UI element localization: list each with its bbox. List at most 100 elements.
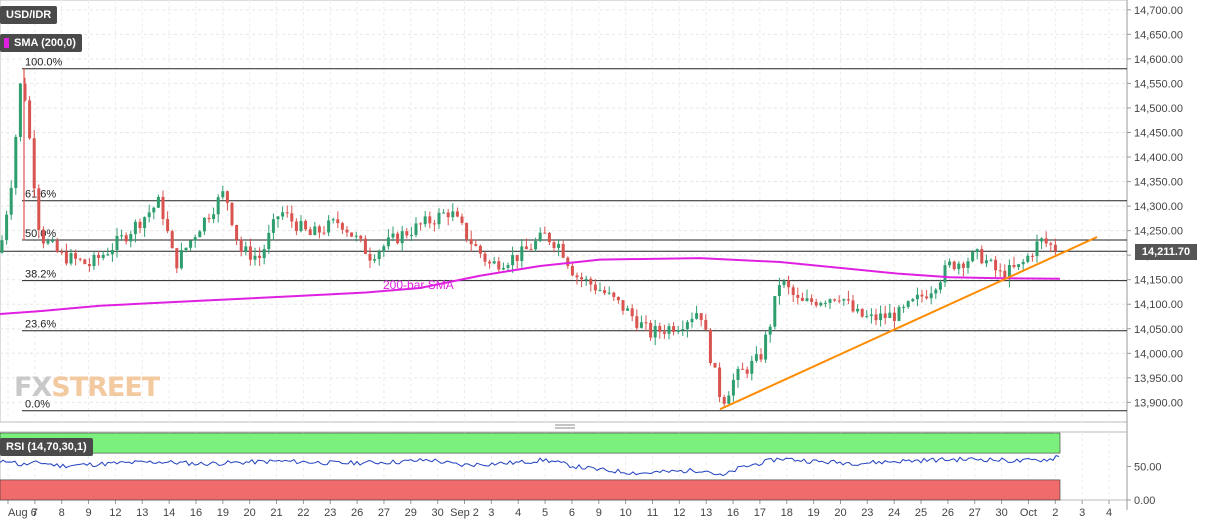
candle-body bbox=[511, 255, 515, 266]
candle-body bbox=[524, 246, 528, 250]
candle-body bbox=[488, 261, 492, 264]
candle-body bbox=[1003, 270, 1007, 279]
candle-body bbox=[681, 329, 685, 331]
candle-body bbox=[658, 325, 662, 332]
candle-body bbox=[18, 83, 22, 137]
candle-body bbox=[133, 221, 137, 235]
rsi-line bbox=[0, 455, 1060, 477]
candle-body bbox=[1030, 255, 1034, 257]
candle-body bbox=[189, 240, 193, 248]
x-tick-label: 25 bbox=[915, 507, 927, 519]
rsi-overbought-zone bbox=[0, 432, 1061, 454]
y-tick-label: 14,700.00 bbox=[1134, 5, 1183, 17]
candle-body bbox=[566, 257, 570, 266]
sma-indicator-text: SMA (200,0) bbox=[14, 37, 76, 49]
candle-body bbox=[405, 231, 409, 236]
candle-body bbox=[943, 265, 947, 283]
candle-body bbox=[639, 322, 643, 328]
candle-body bbox=[957, 263, 961, 270]
candle-body bbox=[603, 290, 607, 294]
candle-body bbox=[276, 216, 280, 220]
x-tick-label: 5 bbox=[542, 507, 548, 519]
x-tick-label: 10 bbox=[620, 507, 632, 519]
candle-body bbox=[626, 308, 630, 311]
last-price-marker: 14,211.70 bbox=[1135, 244, 1197, 260]
x-tick-label: 26 bbox=[351, 507, 363, 519]
candle-body bbox=[138, 221, 142, 229]
candle-body bbox=[465, 222, 469, 240]
candle-body bbox=[308, 229, 312, 236]
candle-body bbox=[0, 240, 4, 253]
candle-body bbox=[129, 234, 133, 242]
candle-body bbox=[55, 240, 59, 252]
y-tick-label: 14,250.00 bbox=[1134, 226, 1183, 238]
candle-body bbox=[842, 299, 846, 301]
fibonacci-level-label: 61.6% bbox=[25, 189, 56, 201]
candle-body bbox=[906, 301, 910, 307]
x-tick-label: Sep 2 bbox=[450, 507, 479, 519]
candle-body bbox=[593, 284, 597, 291]
candle-body bbox=[253, 255, 257, 260]
candle-body bbox=[607, 292, 611, 294]
candle-body bbox=[474, 244, 478, 246]
x-tick-label: 6 bbox=[569, 507, 575, 519]
candle-body bbox=[971, 252, 975, 262]
candle-body bbox=[230, 202, 234, 225]
candle-body bbox=[644, 322, 648, 324]
y-tick-label: 14,350.00 bbox=[1134, 177, 1183, 189]
candle-body bbox=[175, 248, 179, 269]
candle-body bbox=[400, 231, 404, 244]
candle-body bbox=[543, 232, 547, 234]
candle-body bbox=[911, 299, 915, 302]
x-tick-label: 26 bbox=[942, 507, 954, 519]
candle-body bbox=[552, 242, 556, 248]
y-tick-label: 14,150.00 bbox=[1134, 275, 1183, 287]
y-tick-label: 14,400.00 bbox=[1134, 152, 1183, 164]
candle-body bbox=[478, 245, 482, 254]
rsi-tick-label: 50.00 bbox=[1134, 462, 1162, 474]
candle-body bbox=[432, 223, 436, 225]
candle-body bbox=[170, 231, 174, 249]
candle-body bbox=[32, 138, 36, 189]
candle-body bbox=[695, 313, 699, 319]
candle-body bbox=[14, 136, 18, 188]
candle-body bbox=[258, 255, 262, 259]
candle-body bbox=[60, 251, 64, 253]
candle-body bbox=[635, 316, 639, 328]
candle-body bbox=[28, 100, 32, 139]
candle-body bbox=[198, 231, 202, 238]
candle-body bbox=[377, 251, 381, 260]
candle-body bbox=[938, 282, 942, 290]
candle-body bbox=[777, 285, 781, 297]
candle-body bbox=[327, 220, 331, 233]
candle-body bbox=[883, 313, 887, 318]
candle-body bbox=[879, 313, 883, 321]
candle-body bbox=[64, 251, 68, 264]
candle-body bbox=[690, 318, 694, 323]
candle-body bbox=[147, 212, 151, 218]
candle-body bbox=[235, 224, 239, 240]
candle-body bbox=[791, 287, 795, 295]
candle-body bbox=[685, 322, 689, 330]
x-tick-label: 23 bbox=[861, 507, 873, 519]
candle-body bbox=[156, 196, 160, 208]
x-tick-label: 22 bbox=[297, 507, 309, 519]
candle-body bbox=[538, 232, 542, 241]
candle-body bbox=[888, 312, 892, 318]
candle-body bbox=[267, 232, 271, 250]
candle-body bbox=[787, 280, 791, 288]
candle-body bbox=[23, 83, 27, 101]
candle-body bbox=[492, 261, 496, 264]
candle-body bbox=[428, 216, 432, 224]
candle-body bbox=[506, 265, 510, 268]
candle-body bbox=[672, 326, 676, 332]
candle-body bbox=[391, 233, 395, 238]
candle-body bbox=[856, 308, 860, 312]
candle-body bbox=[501, 267, 505, 270]
candle-body bbox=[363, 238, 367, 254]
candle-body bbox=[5, 214, 9, 241]
candle-body bbox=[1007, 264, 1011, 279]
candle-body bbox=[662, 331, 666, 334]
candle-body bbox=[557, 243, 561, 248]
candle-body bbox=[865, 315, 869, 317]
